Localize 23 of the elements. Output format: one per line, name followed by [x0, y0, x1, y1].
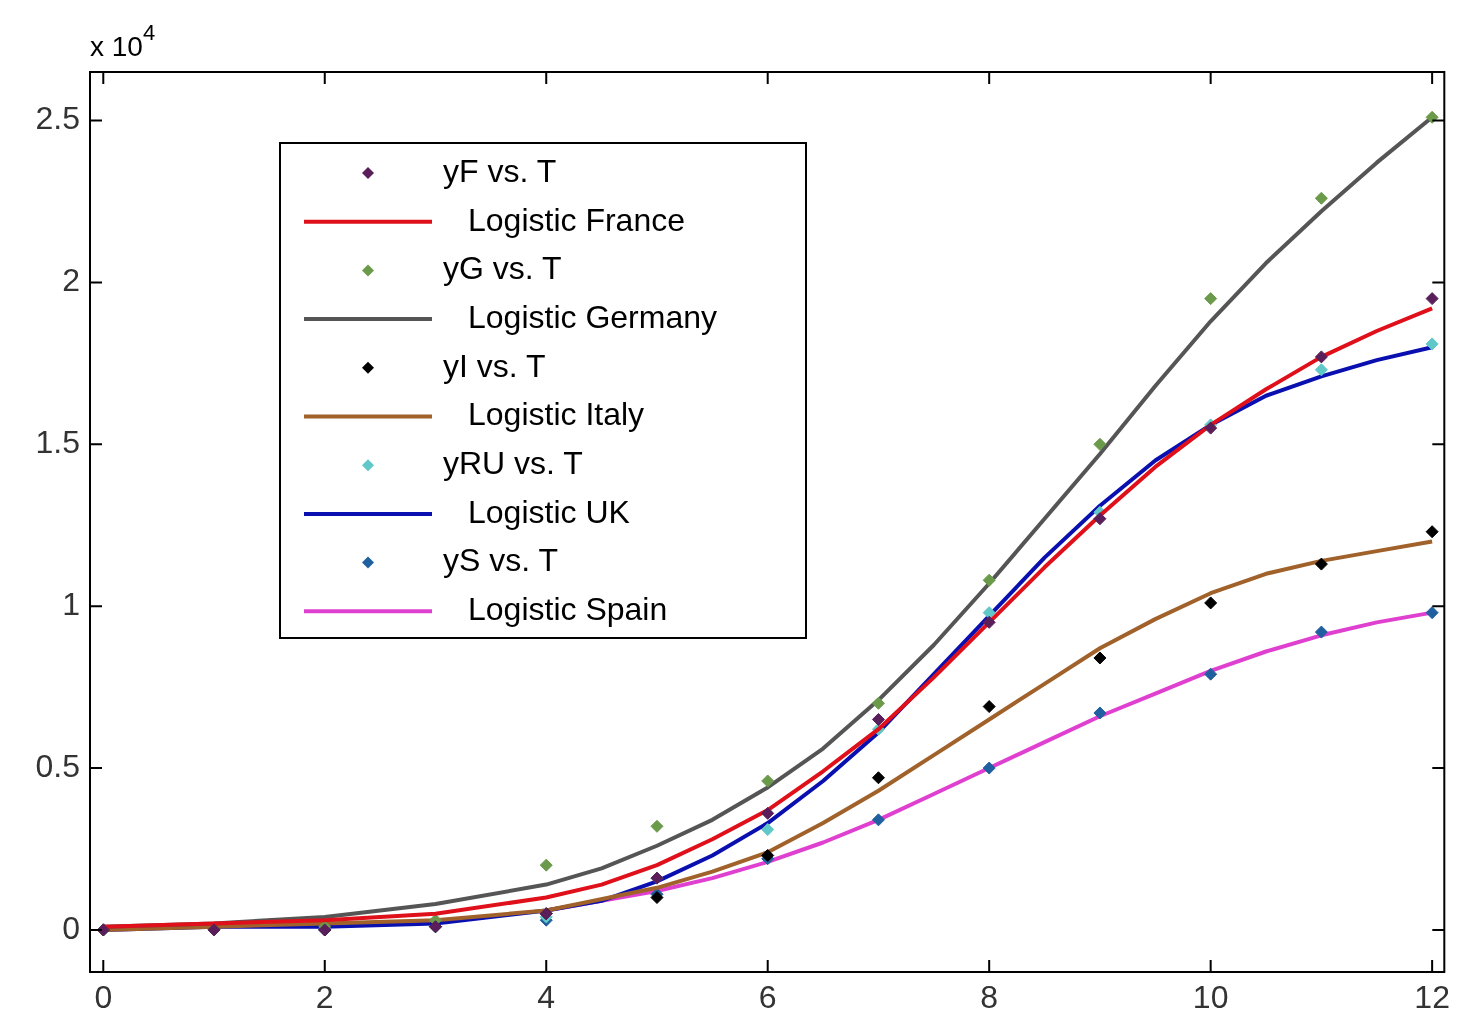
- y-tick-label: 1: [62, 586, 80, 622]
- legend-label: yI vs. T: [443, 347, 546, 384]
- y-tick-label: 1.5: [35, 424, 80, 461]
- legend-label: yRU vs. T: [443, 445, 583, 482]
- x-tick-label: 4: [537, 979, 556, 1016]
- x-tick-label: 6: [758, 979, 777, 1016]
- x-tick-label: 10: [1192, 979, 1229, 1016]
- legend-label: Logistic France: [468, 201, 685, 238]
- y-tick-label: 0: [62, 909, 80, 946]
- y-tick-label: 2: [62, 262, 80, 299]
- legend-label: Logistic Spain: [468, 591, 668, 628]
- x-tick-label: 12: [1414, 979, 1450, 1016]
- legend-label: Logistic Germany: [468, 298, 717, 335]
- legend-label: yS vs. T: [443, 542, 558, 579]
- x-tick-label: 0: [94, 979, 113, 1016]
- y-tick-label: 0.5: [35, 747, 80, 784]
- legend-label: Logistic Italy: [468, 396, 645, 433]
- x-tick-label: 8: [980, 979, 999, 1016]
- legend-label: Logistic UK: [468, 493, 630, 530]
- legend-label: yG vs. T: [443, 250, 562, 287]
- y-tick-label: 2.5: [35, 100, 80, 137]
- x-tick-label: 2: [315, 979, 334, 1016]
- legend-label: yF vs. T: [443, 152, 557, 189]
